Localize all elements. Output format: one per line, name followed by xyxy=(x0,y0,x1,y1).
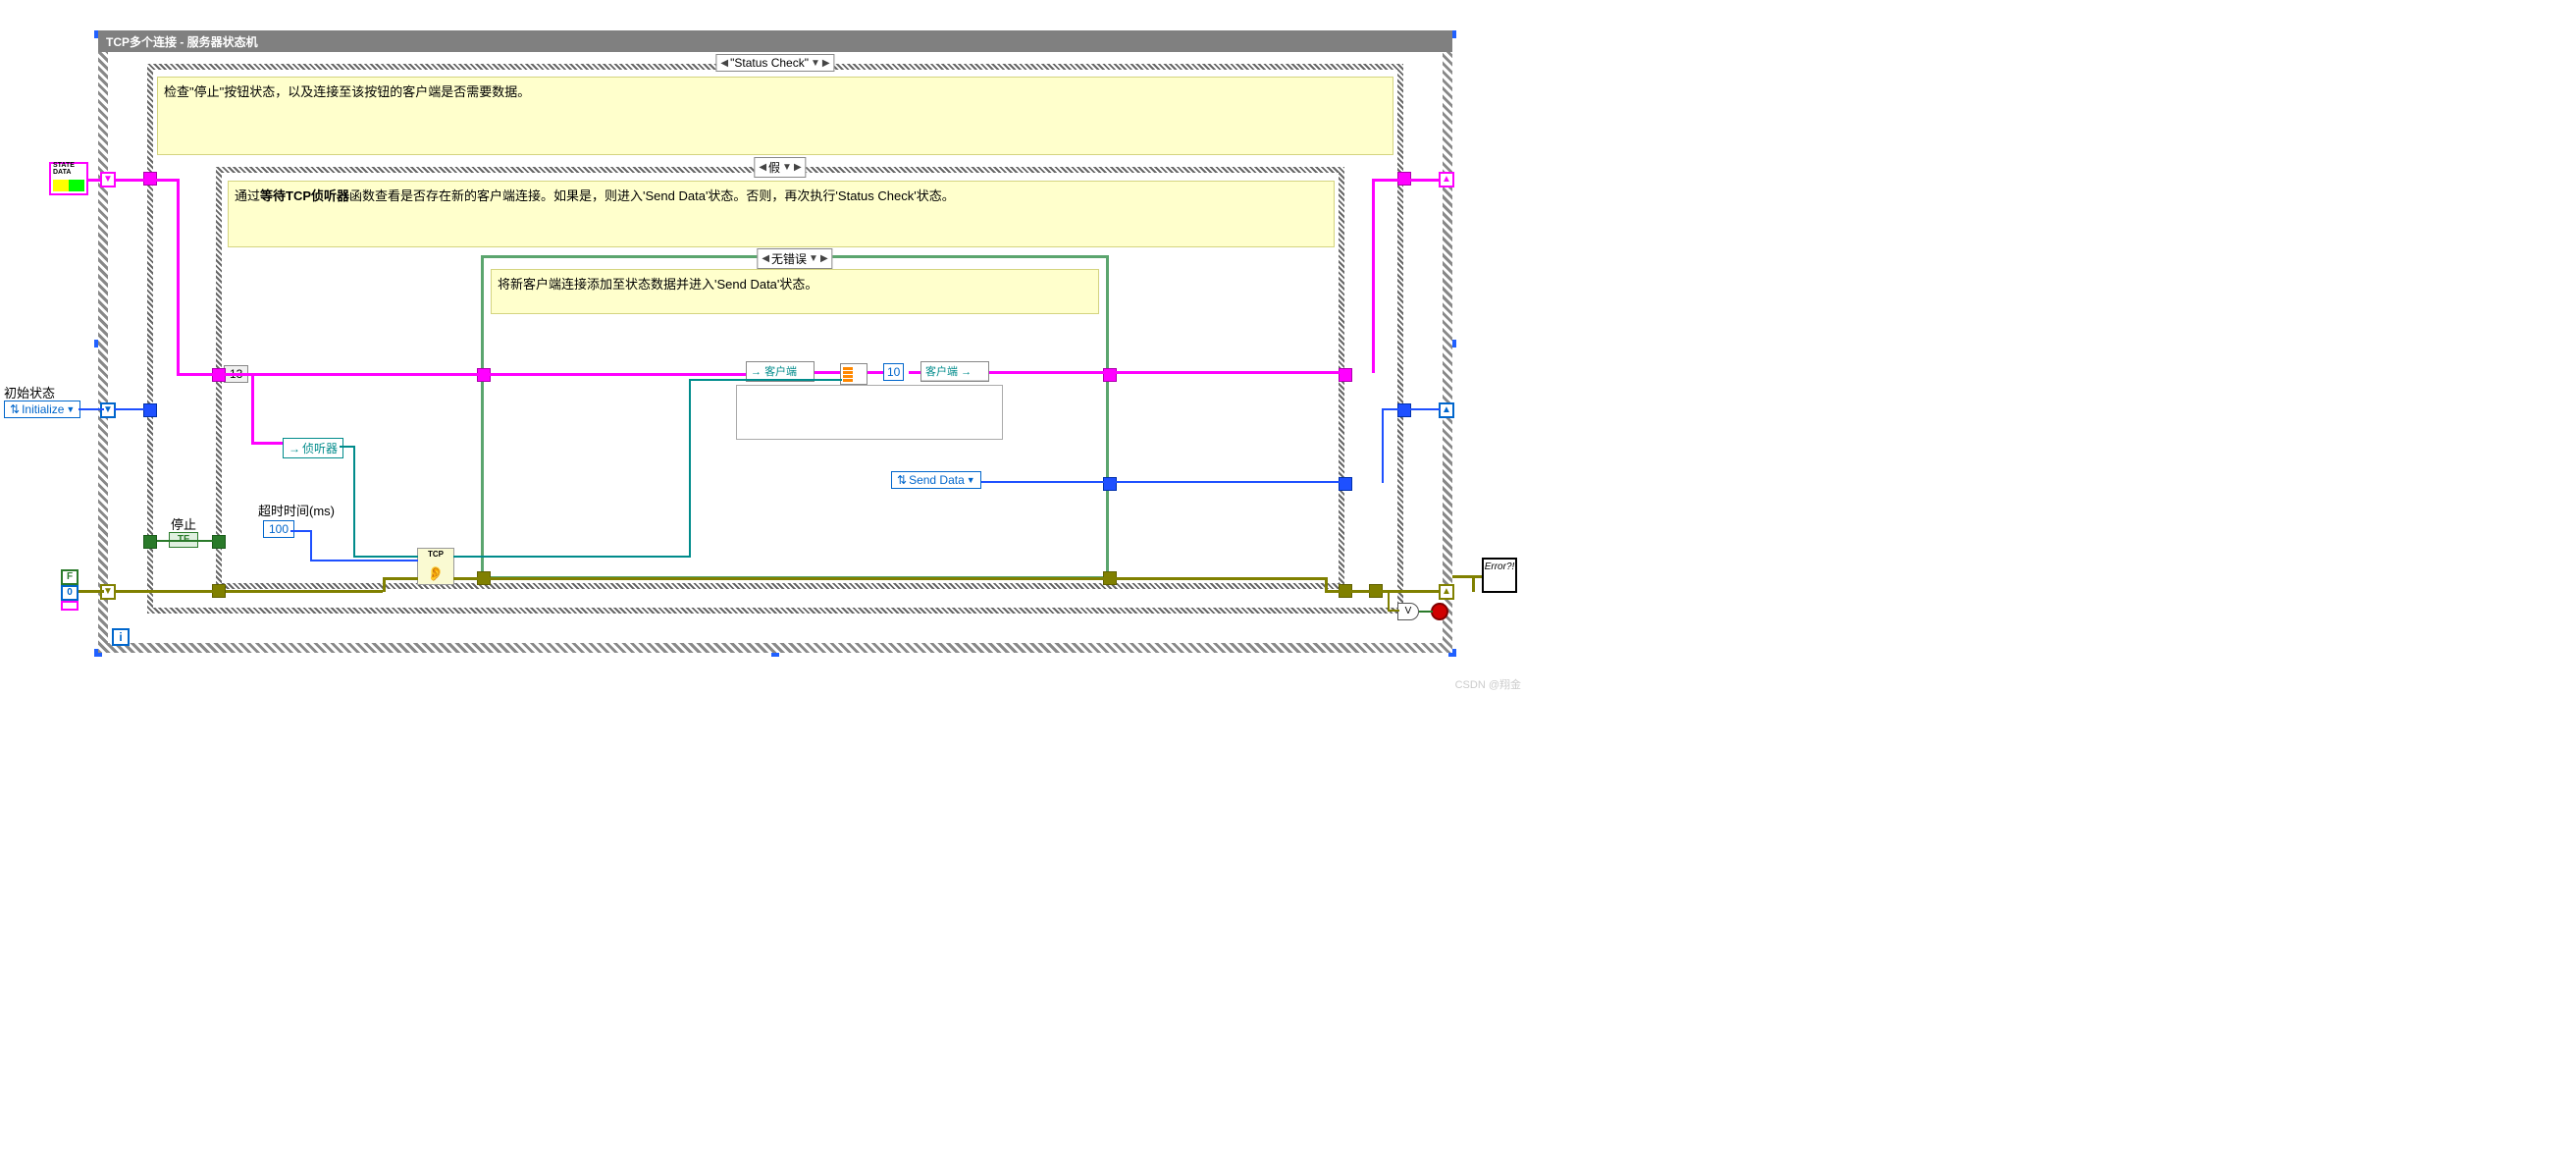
wire xyxy=(1111,577,1325,580)
send-data-constant[interactable]: ⇅ Send Data ▼ xyxy=(891,471,981,489)
dropdown-icon[interactable]: ▼ xyxy=(809,253,818,264)
iteration-terminal: i xyxy=(112,628,130,646)
timeout-constant[interactable]: 100 xyxy=(263,520,294,538)
wire xyxy=(88,179,102,182)
wire xyxy=(1372,179,1441,182)
loop-title-bar: TCP多个连接 - 服务器状态机 xyxy=(98,30,1452,52)
wire xyxy=(79,590,104,593)
wire xyxy=(1388,590,1390,610)
state-data-cluster[interactable]: STATE DATA xyxy=(49,162,88,195)
tunnel xyxy=(143,403,157,417)
wire xyxy=(353,446,355,556)
wire xyxy=(1388,610,1399,612)
wire xyxy=(989,371,1342,374)
build-array-node[interactable] xyxy=(840,363,867,385)
wire xyxy=(353,556,418,558)
tunnel xyxy=(1103,477,1117,491)
tunnel xyxy=(143,535,157,549)
wire xyxy=(177,179,180,373)
ear-icon: 👂 xyxy=(427,565,444,582)
sr-icon xyxy=(1439,584,1454,600)
comment-inner: 将新客户端连接添加至状态数据并进入'Send Data'状态。 xyxy=(491,269,1099,314)
error-cluster-constant[interactable]: F 0 xyxy=(61,569,79,611)
wire xyxy=(981,481,1344,483)
cluster-icon xyxy=(53,180,84,191)
dropdown-icon[interactable]: ▼ xyxy=(811,58,820,69)
wire xyxy=(383,577,418,580)
tunnel xyxy=(212,535,226,549)
wire xyxy=(689,379,842,381)
wire xyxy=(147,179,177,182)
enum-arrow-icon: ⇅ xyxy=(10,402,20,416)
wire xyxy=(290,530,310,532)
wire xyxy=(453,577,1111,580)
comment-middle: 通过等待TCP侦听器函数查看是否存在新的客户端连接。如果是，则进入'Send D… xyxy=(228,181,1335,247)
tunnel xyxy=(1339,477,1352,491)
bundle-by-name[interactable]: 客户端 → xyxy=(920,361,989,382)
wire xyxy=(114,590,216,593)
wire xyxy=(226,590,383,593)
dropdown-icon[interactable]: ▼ xyxy=(967,475,975,485)
prev-case-icon[interactable]: ◀ xyxy=(720,58,728,69)
wire xyxy=(251,373,254,442)
dropdown-icon[interactable]: ▼ xyxy=(782,162,792,173)
next-case-icon[interactable]: ▶ xyxy=(820,253,828,264)
state-data-label: STATE DATA xyxy=(53,162,86,176)
wire xyxy=(689,379,691,558)
prev-case-icon[interactable]: ◀ xyxy=(759,162,766,173)
prev-case-icon[interactable]: ◀ xyxy=(762,253,769,264)
init-state-constant[interactable]: ⇅ Initialize ▼ xyxy=(4,401,80,418)
bundle-arrow-icon: → xyxy=(961,366,972,378)
wire xyxy=(1452,575,1482,578)
init-state-label: 初始状态 xyxy=(4,383,55,401)
next-case-icon[interactable]: ▶ xyxy=(794,162,802,173)
wire xyxy=(114,179,147,182)
wire xyxy=(909,371,920,374)
wire xyxy=(491,373,746,376)
enum-arrow-icon: ⇅ xyxy=(897,473,907,487)
wire xyxy=(251,442,283,445)
wire xyxy=(815,371,840,374)
loop-stop-terminal[interactable] xyxy=(1431,603,1448,620)
case-label: 假 xyxy=(768,159,780,176)
next-case-icon[interactable]: ▶ xyxy=(822,58,830,69)
case-label: "Status Check" xyxy=(730,56,809,70)
case-selector-inner[interactable]: ◀ 无错误 ▼ ▶ xyxy=(757,248,832,269)
wire xyxy=(453,556,689,558)
unbundle-arrow-icon: → xyxy=(751,366,762,378)
wire xyxy=(1382,408,1441,410)
wire xyxy=(1419,611,1433,613)
array-index-constant[interactable]: 10 xyxy=(883,363,904,381)
or-gate[interactable]: V xyxy=(1397,603,1419,620)
shift-register-left-blue[interactable] xyxy=(100,402,116,418)
wire xyxy=(114,408,147,410)
comment-outer: 检查"停止"按钮状态，以及连接至该按钮的客户端是否需要数据。 xyxy=(157,77,1393,155)
wire xyxy=(310,560,418,561)
error-indicator[interactable]: Error?! xyxy=(1482,558,1517,593)
stop-label: 停止 xyxy=(171,514,196,533)
cluster-frame xyxy=(736,385,1003,440)
case-label: 无错误 xyxy=(771,250,807,267)
wire xyxy=(1372,179,1375,373)
wire xyxy=(79,408,104,410)
timeout-label: 超时时间(ms) xyxy=(258,501,335,519)
case-selector-middle[interactable]: ◀ 假 ▼ ▶ xyxy=(754,157,806,178)
shift-register-right-blue[interactable] xyxy=(1439,402,1454,418)
tunnel xyxy=(1397,403,1411,417)
watermark: CSDN @翔金 xyxy=(1455,676,1521,692)
wire xyxy=(867,371,883,374)
tcp-wait-listener-node[interactable]: TCP 👂 xyxy=(417,548,454,585)
sr-icon xyxy=(1439,172,1454,187)
unbundle-listener[interactable]: → 侦听器 xyxy=(283,438,343,458)
case-selector-outer[interactable]: ◀ "Status Check" ▼ ▶ xyxy=(715,54,834,72)
wire xyxy=(1325,590,1380,593)
wire xyxy=(177,373,491,376)
dropdown-icon[interactable]: ▼ xyxy=(66,404,75,414)
wire xyxy=(198,540,216,542)
wire xyxy=(1382,408,1384,483)
unbundle-arrow-icon: → xyxy=(289,442,300,455)
block-diagram: TCP多个连接 - 服务器状态机 ◀ "Status Check" ▼ ▶ 检查… xyxy=(0,0,1531,697)
wire xyxy=(310,530,312,560)
wire xyxy=(340,446,353,448)
